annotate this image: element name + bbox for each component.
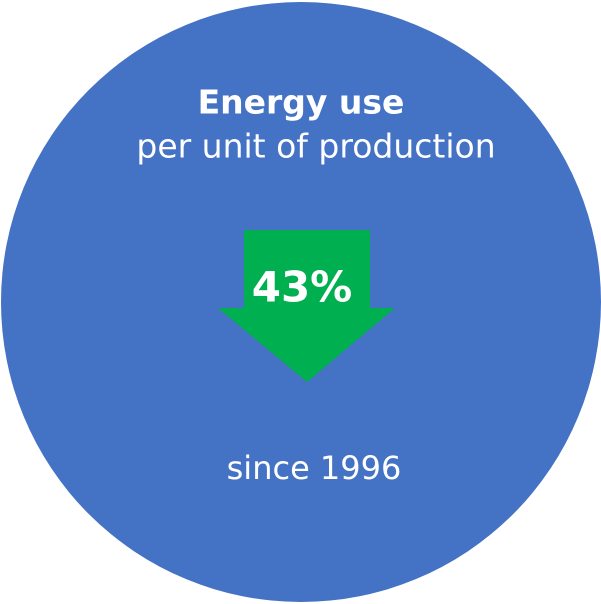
change-label: 43% — [252, 263, 353, 312]
since-note: since 1996 — [227, 449, 402, 487]
down-arrow — [218, 230, 395, 382]
title: Energy use — [198, 83, 405, 122]
subtitle: per unit of production — [136, 127, 495, 166]
